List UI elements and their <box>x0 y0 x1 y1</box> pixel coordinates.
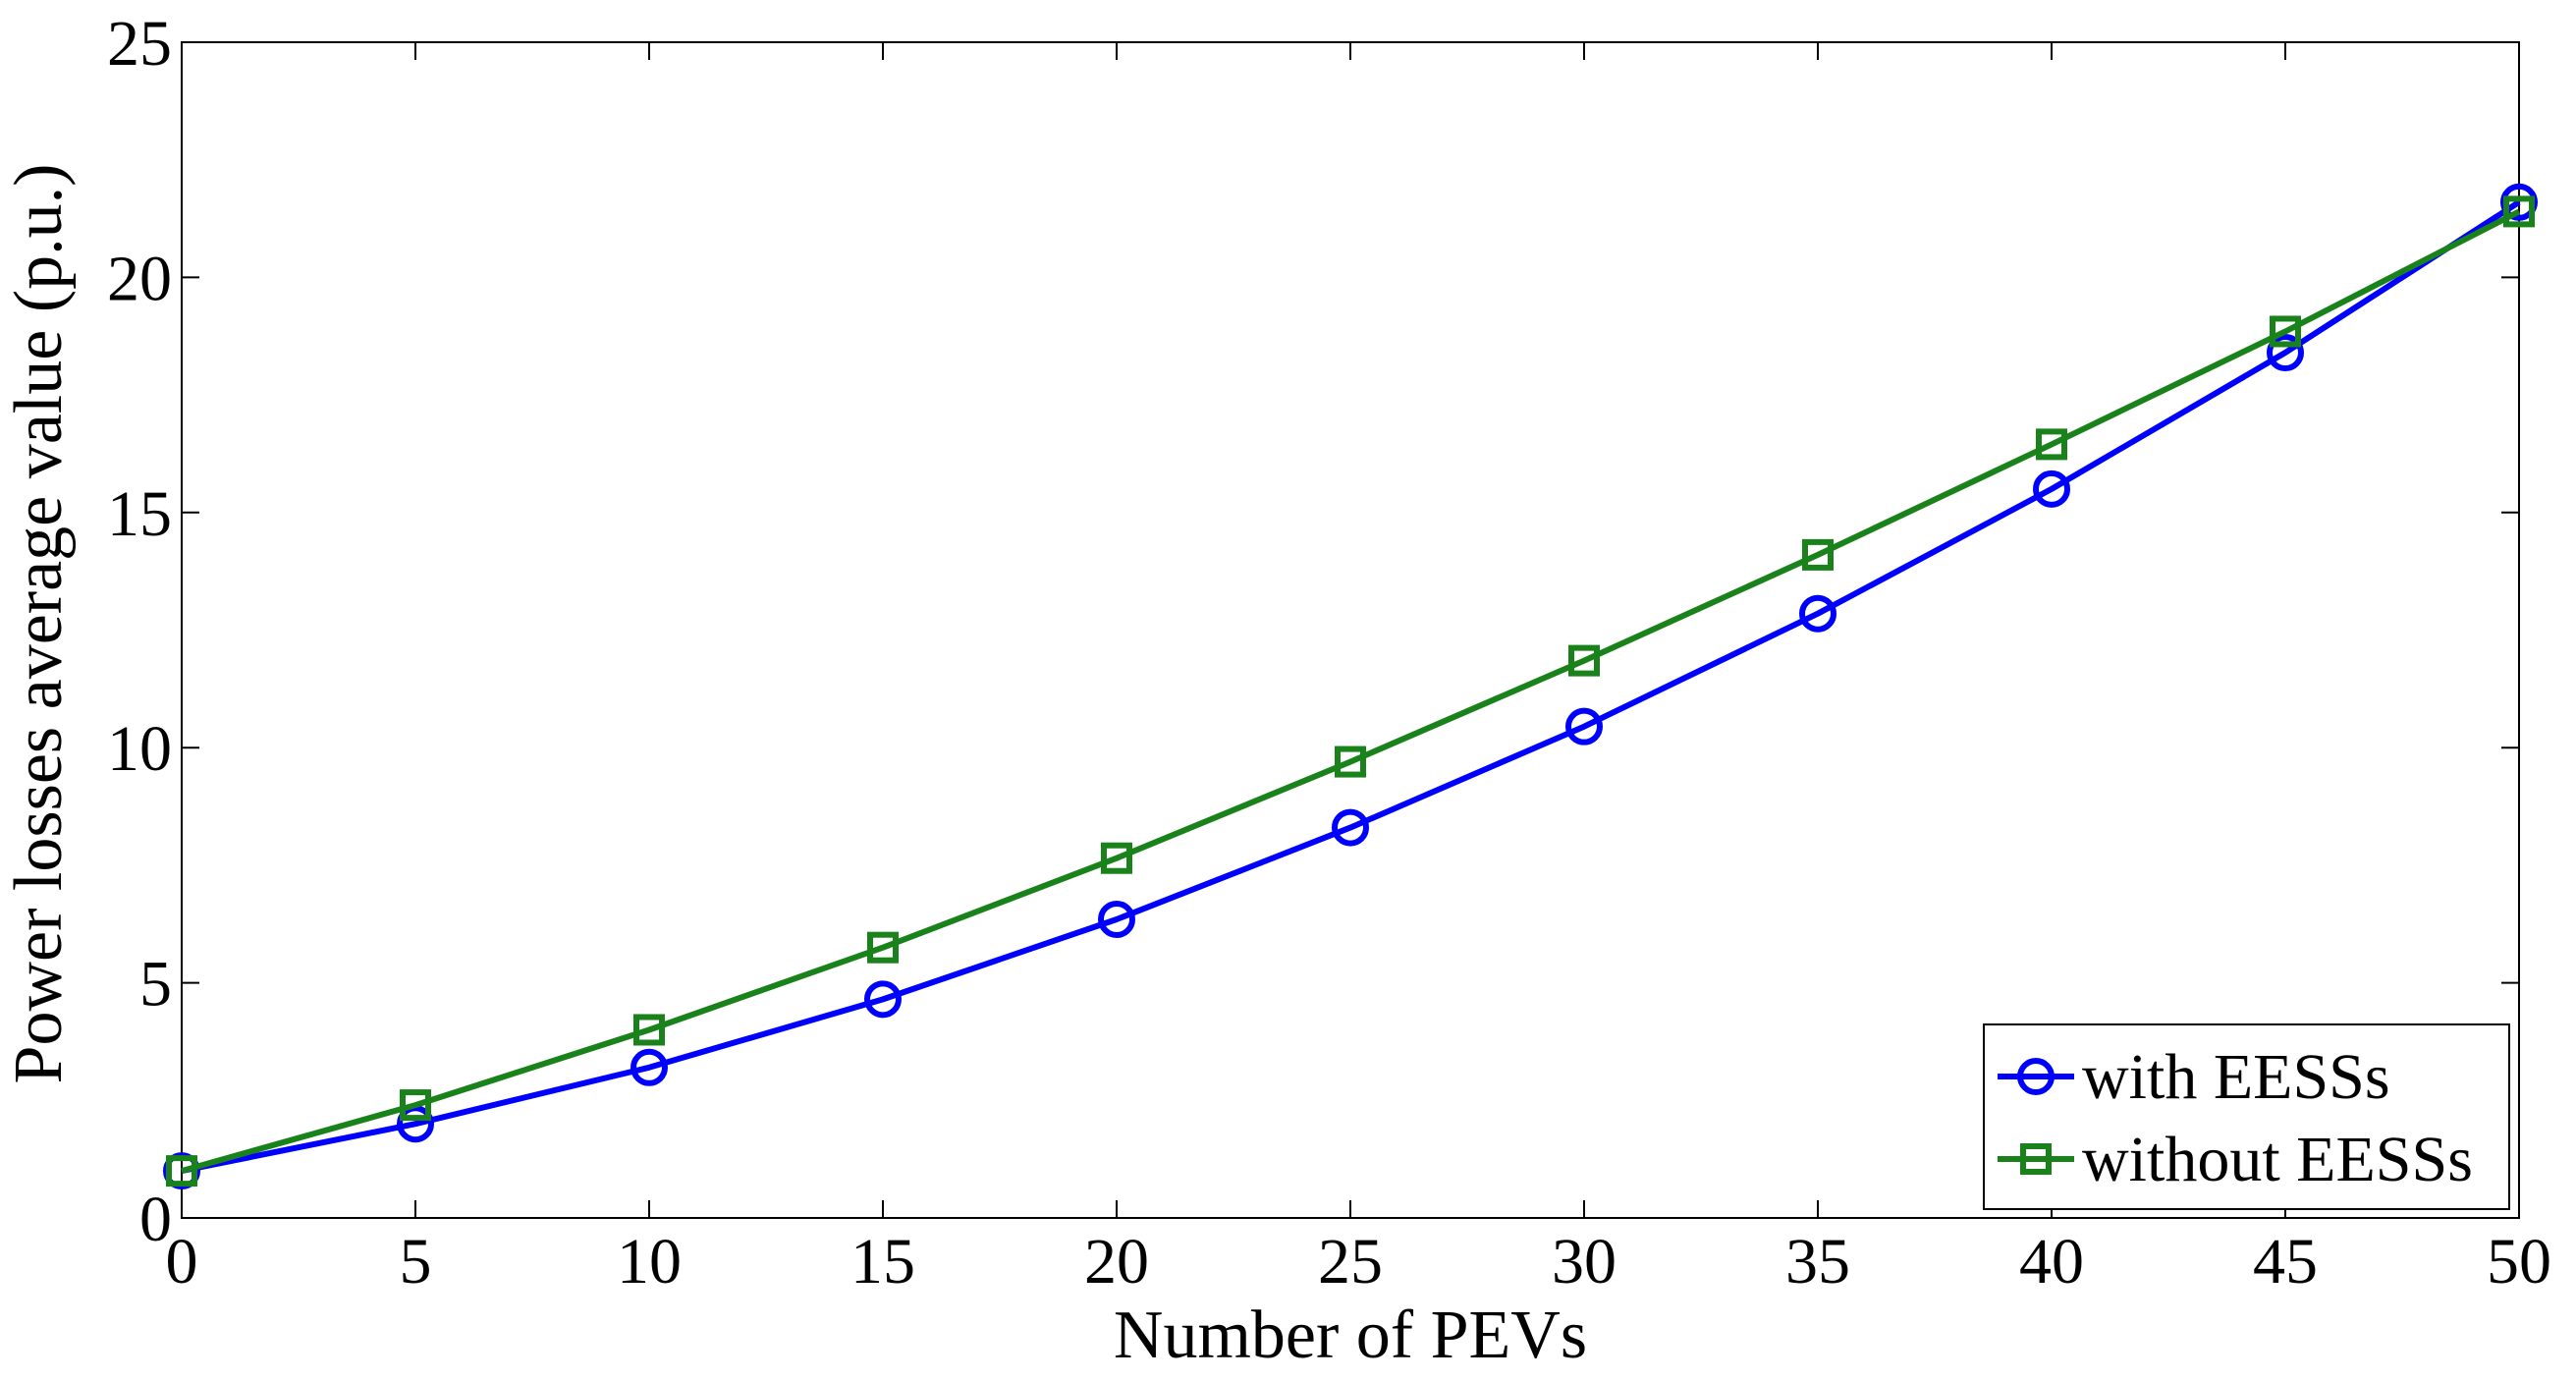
legend-label-2: without EESSs <box>2082 1124 2473 1195</box>
x-tick-label: 50 <box>2487 1226 2551 1298</box>
y-tick-label: 5 <box>139 949 172 1021</box>
y-axis-title: Power losses average value (p.u.) <box>1 164 77 1084</box>
x-tick-label: 30 <box>1552 1226 1617 1298</box>
data-point-square <box>400 1089 431 1122</box>
x-tick-label: 45 <box>2253 1226 2318 1298</box>
y-tick-label: 10 <box>107 713 172 785</box>
data-point-square <box>166 1155 197 1188</box>
y-tick-label: 15 <box>107 478 172 550</box>
y-tick-label: 20 <box>107 243 172 314</box>
data-point-circle <box>630 1048 668 1086</box>
data-point-square <box>2503 195 2535 228</box>
data-point-square <box>1335 746 1366 778</box>
data-point-circle <box>1565 707 1603 746</box>
data-point-square <box>633 1014 665 1046</box>
data-point-square <box>1101 842 1132 874</box>
series-line-1 <box>181 199 2521 1175</box>
x-tick-label: 15 <box>850 1226 915 1298</box>
data-point-circle <box>2267 334 2304 372</box>
y-tick-label: 25 <box>107 8 172 80</box>
data-point-circle <box>1332 808 1369 847</box>
legend-box <box>1983 1023 2510 1210</box>
x-tick-label: 40 <box>2019 1226 2084 1298</box>
data-point-square <box>2036 428 2067 461</box>
data-point-square <box>1568 644 1600 677</box>
legend-label-1: with EESSs <box>2082 1041 2390 1113</box>
data-point-circle <box>864 980 902 1019</box>
legend-marker-square <box>2020 1143 2052 1175</box>
data-point-circle <box>1098 900 1135 938</box>
x-tick-label: 25 <box>1318 1226 1383 1298</box>
data-point-circle <box>397 1105 434 1143</box>
data-point-square <box>2270 315 2301 348</box>
legend-marker-circle <box>2017 1058 2055 1095</box>
data-point-circle <box>2033 470 2070 508</box>
x-tick-label: 0 <box>166 1226 198 1298</box>
y-tick-label: 0 <box>139 1184 172 1255</box>
data-point-square <box>867 931 899 964</box>
x-tick-label: 35 <box>1785 1226 1850 1298</box>
x-tick-label: 10 <box>617 1226 682 1298</box>
data-point-square <box>1802 538 1834 571</box>
x-tick-label: 20 <box>1084 1226 1149 1298</box>
series-line-2 <box>181 208 2521 1174</box>
data-point-circle <box>1799 594 1836 633</box>
x-axis-title: Number of PEVs <box>1114 1298 1587 1373</box>
x-tick-label: 5 <box>400 1226 432 1298</box>
